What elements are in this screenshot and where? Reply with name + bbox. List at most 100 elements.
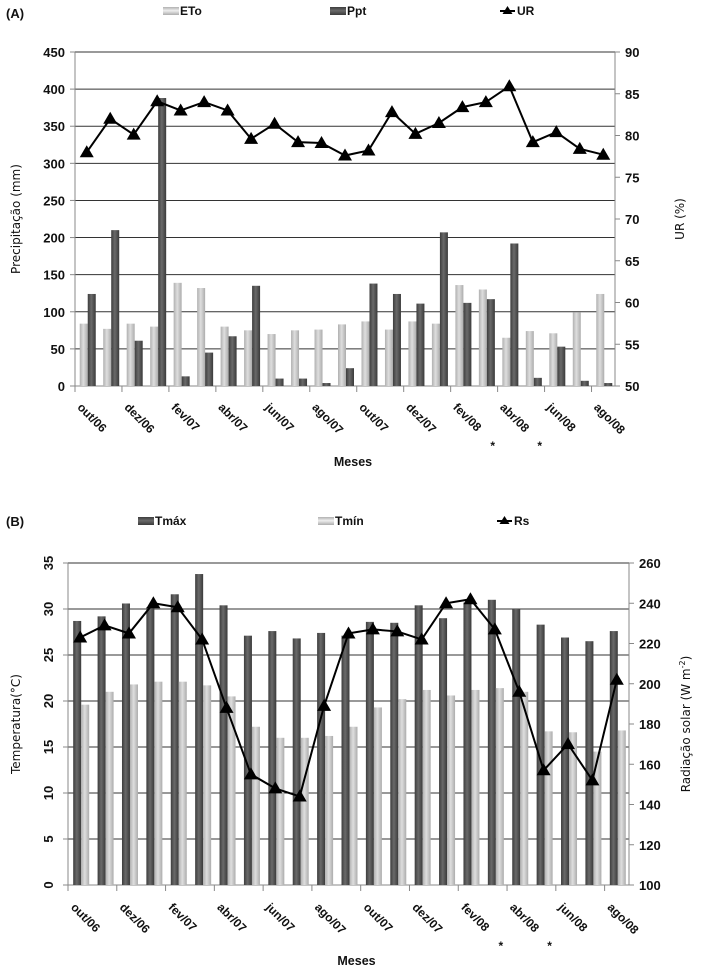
- legend-label: ETo: [180, 4, 202, 18]
- x-tick-label: dez/07: [403, 400, 439, 436]
- y2-axis-title-end: ): [679, 656, 693, 661]
- bar-ppt: [580, 380, 589, 386]
- bar-tmín: [593, 751, 602, 885]
- marker-rs: [73, 630, 88, 643]
- y-tick-label: 400: [43, 82, 65, 97]
- bar-eto: [173, 282, 182, 386]
- marker-ur: [549, 125, 564, 138]
- legend-swatch-ppt: [330, 7, 346, 15]
- x-tick-label: fev/08: [458, 900, 492, 934]
- bar-eto: [572, 312, 581, 386]
- bar-ppt: [604, 383, 613, 386]
- bar-tmáx: [195, 574, 204, 885]
- x-tick-mark: *: [547, 939, 552, 953]
- marker-ur: [525, 135, 540, 148]
- bar-eto: [220, 326, 229, 386]
- bar-eto: [291, 330, 300, 386]
- y-tick-label: 100: [43, 305, 65, 320]
- bar-tmáx: [463, 602, 472, 885]
- bar-tmín: [154, 681, 163, 885]
- bar-eto: [126, 323, 135, 386]
- y-tick-label: 15: [41, 740, 56, 754]
- bar-tmín: [569, 732, 578, 885]
- y-tick-label: 0: [58, 379, 65, 394]
- bar-tmáx: [585, 641, 594, 885]
- x-axis-title: Meses: [337, 954, 375, 968]
- bar-tmáx: [609, 631, 618, 885]
- marker-ur: [314, 136, 329, 149]
- bar-ppt: [557, 346, 566, 386]
- legend-label: Tmáx: [155, 514, 187, 528]
- x-tick-label: out/06: [75, 400, 110, 435]
- y2-tick-label: 55: [625, 337, 639, 352]
- bar-ppt: [205, 352, 214, 386]
- bar-tmáx: [439, 618, 448, 885]
- y-tick-label: 50: [51, 342, 65, 357]
- marker-rs: [463, 592, 478, 605]
- y2-tick-label: 120: [639, 838, 661, 853]
- bar-tmín: [325, 735, 334, 885]
- x-tick-label: fev/08: [450, 400, 484, 434]
- y2-axis-title: UR (%): [673, 198, 687, 240]
- bar-eto: [549, 333, 558, 386]
- x-tick-label: ago/08: [605, 900, 642, 937]
- x-tick-label: fev/07: [166, 900, 200, 934]
- marker-ur: [502, 79, 517, 92]
- x-tick-label: ago/07: [309, 400, 346, 437]
- bar-ppt: [275, 378, 284, 386]
- y2-tick-label: 50: [625, 379, 639, 394]
- bar-eto: [267, 334, 276, 386]
- marker-ur: [572, 141, 587, 154]
- bar-eto: [502, 337, 511, 386]
- marker-rs: [146, 596, 161, 609]
- bar-ppt: [439, 232, 448, 386]
- marker-ur: [361, 143, 376, 156]
- bar-ppt: [228, 336, 237, 386]
- x-tick-label: out/06: [68, 900, 103, 935]
- bar-tmáx: [73, 620, 82, 885]
- marker-ur: [150, 94, 165, 107]
- marker-rs: [585, 773, 600, 786]
- y-tick-label: 350: [43, 119, 65, 134]
- bar-ppt: [533, 377, 542, 386]
- y2-axis-title-sup: -2: [678, 660, 687, 668]
- bar-tmín: [251, 726, 260, 885]
- y2-tick-label: 180: [639, 717, 661, 732]
- y2-tick-label: 260: [639, 556, 661, 571]
- bar-ppt: [369, 283, 378, 386]
- y2-tick-label: 140: [639, 798, 661, 813]
- y-tick-label: 30: [41, 602, 56, 616]
- bar-eto: [244, 330, 253, 386]
- x-tick-label: abr/08: [507, 900, 542, 935]
- y2-tick-label: 70: [625, 212, 639, 227]
- bar-eto: [314, 329, 323, 386]
- bar-tmín: [349, 726, 358, 885]
- y2-tick-label: 160: [639, 757, 661, 772]
- y2-tick-label: 100: [639, 878, 661, 893]
- bar-eto: [338, 324, 346, 386]
- bar-tmáx: [292, 638, 301, 885]
- bar-tmín: [276, 737, 285, 885]
- marker-ur: [244, 131, 259, 144]
- x-tick-label: ago/08: [591, 400, 628, 437]
- marker-ur: [173, 103, 188, 116]
- y2-tick-label: 240: [639, 596, 661, 611]
- bar-ppt: [486, 299, 495, 386]
- bar-tmín: [129, 684, 138, 885]
- bar-tmín: [203, 685, 212, 885]
- marker-ur: [431, 115, 446, 128]
- legend-label: UR: [517, 4, 535, 18]
- marker-rs: [561, 737, 576, 750]
- y-tick-label: 450: [43, 45, 65, 60]
- bar-tmáx: [414, 605, 423, 885]
- bar-tmín: [81, 704, 90, 885]
- marker-rs: [292, 789, 307, 802]
- y-tick-label: 250: [43, 193, 65, 208]
- y-tick-label: 0: [41, 881, 56, 888]
- marker-rs: [268, 781, 283, 794]
- bar-tmín: [105, 691, 114, 885]
- marker-rs: [536, 763, 551, 776]
- bar-tmín: [447, 695, 456, 885]
- bar-ppt: [111, 230, 120, 386]
- bar-eto: [596, 293, 605, 386]
